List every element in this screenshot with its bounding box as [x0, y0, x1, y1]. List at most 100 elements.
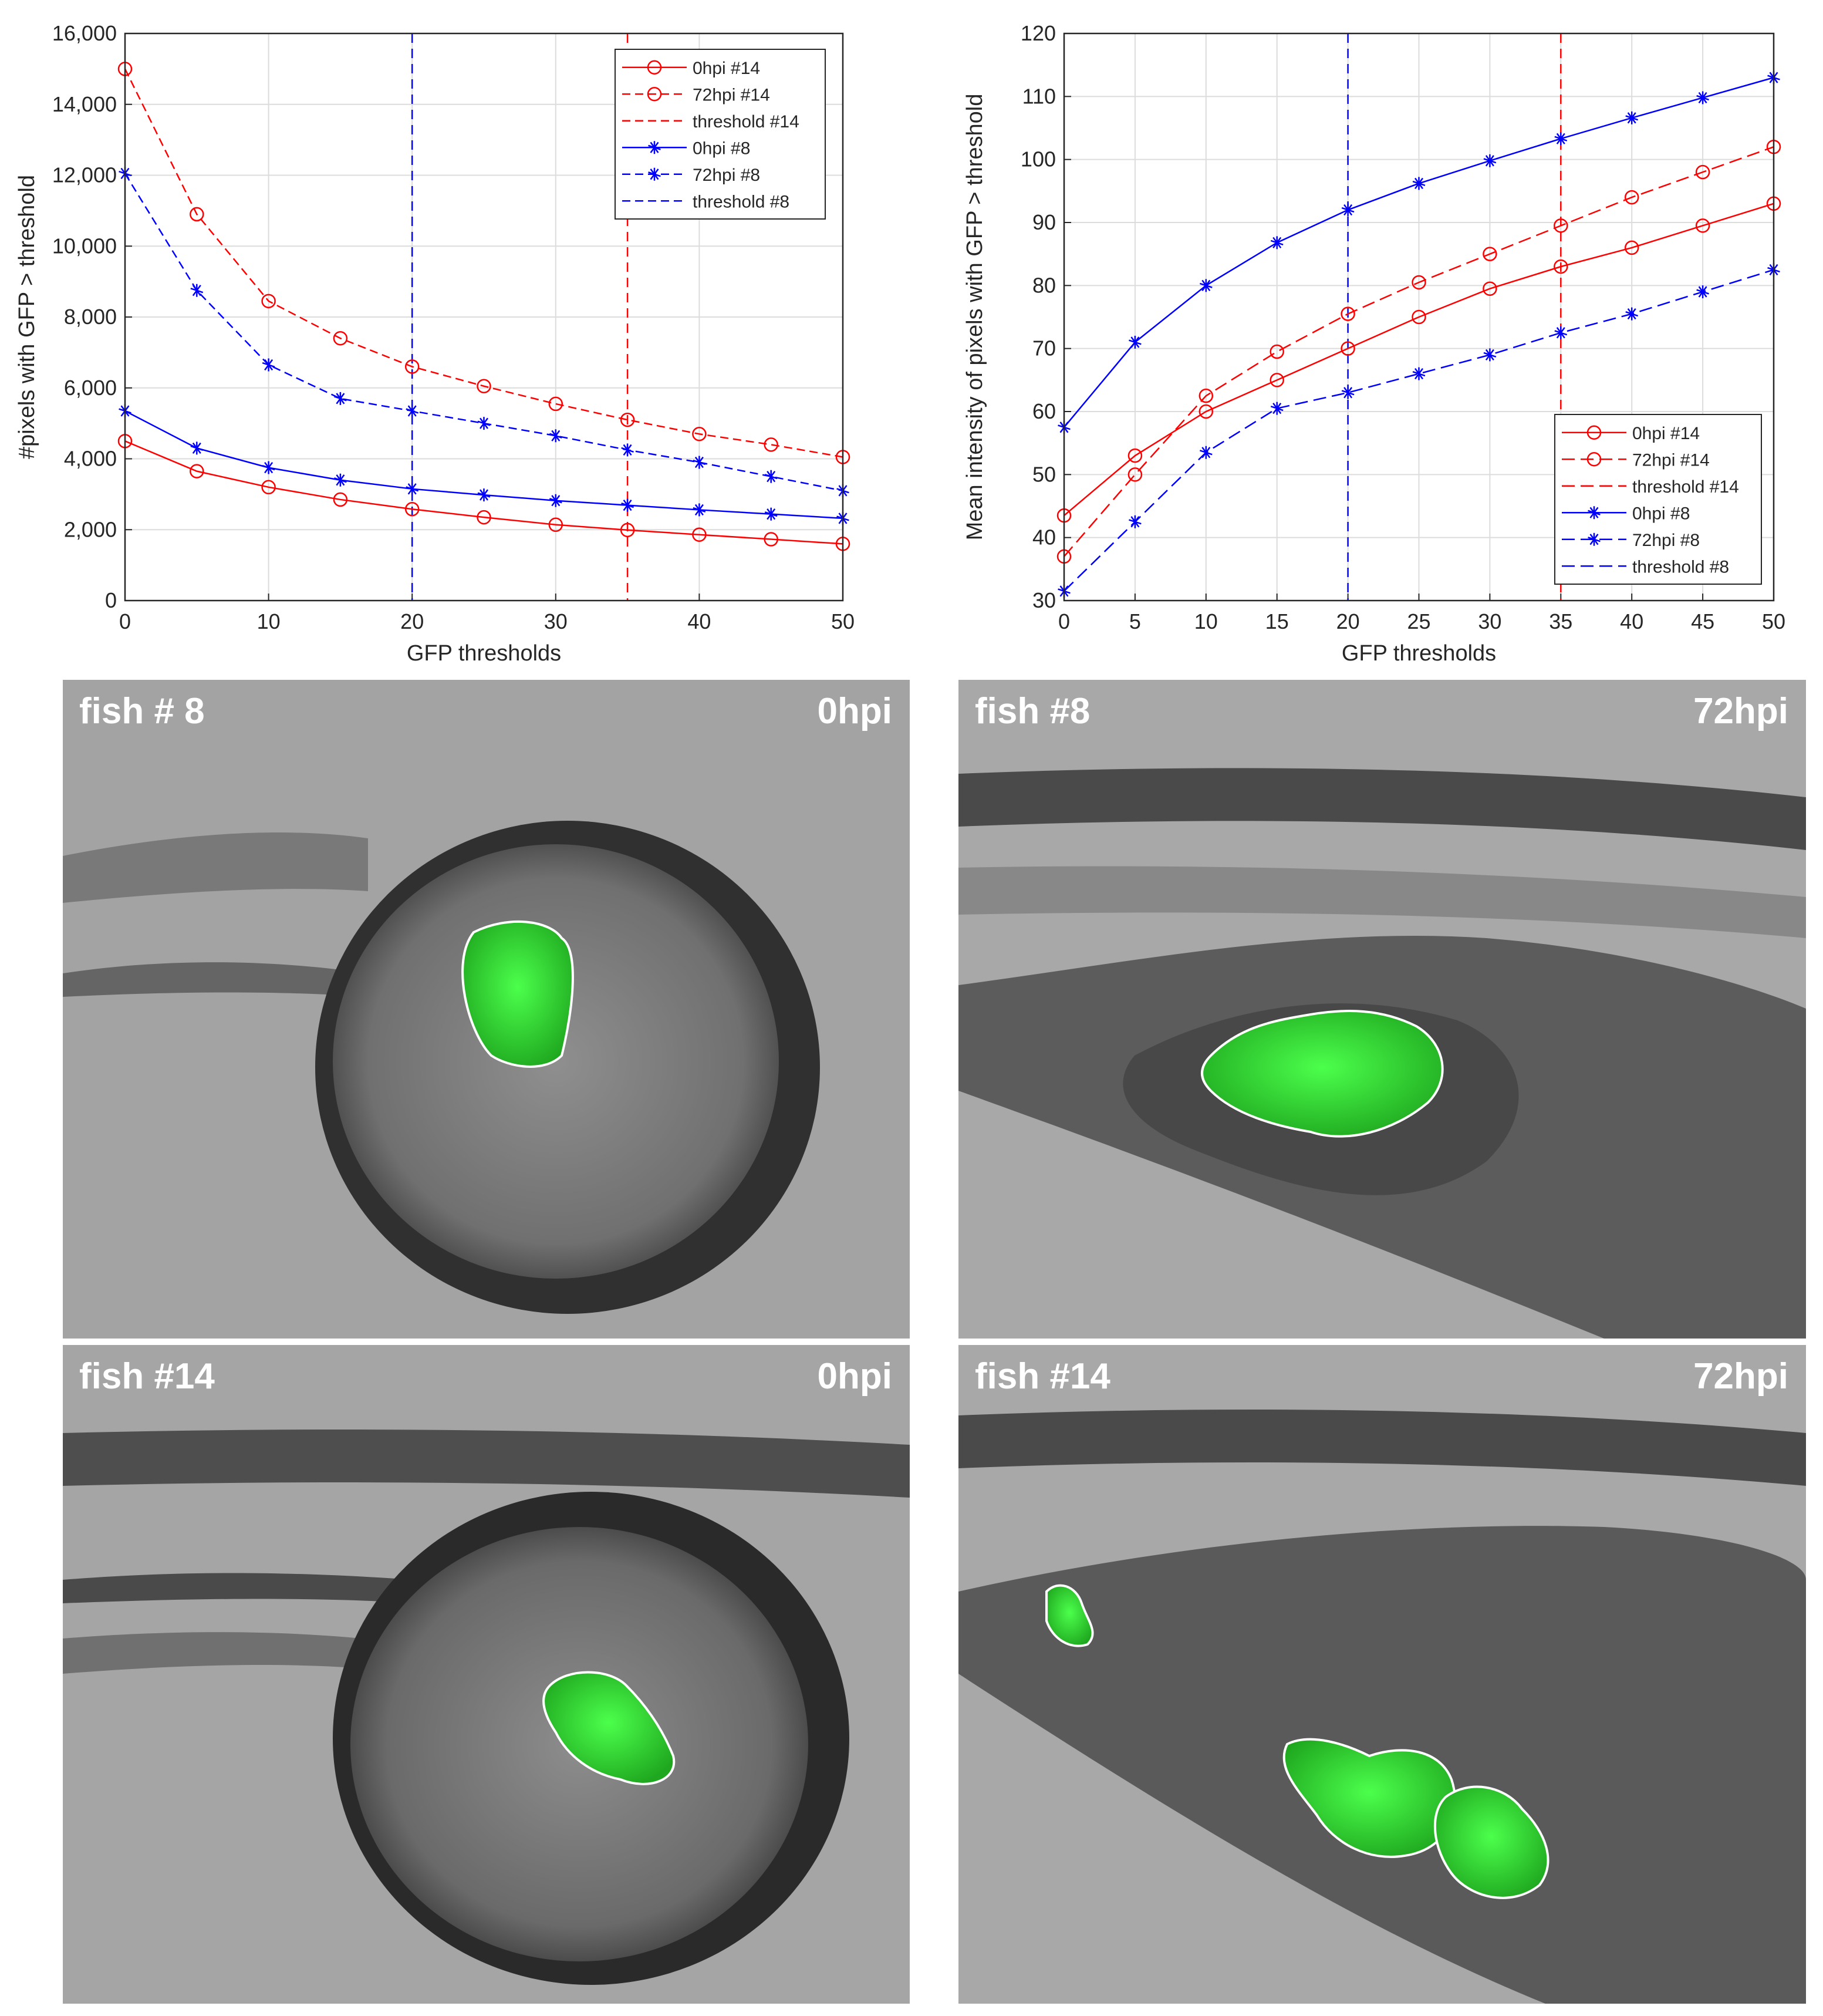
x-tick-label: 50: [831, 609, 855, 633]
data-point: [647, 87, 662, 102]
data-point-stroke: [650, 168, 659, 180]
data-point: [764, 532, 778, 547]
data-point-stroke: [1343, 387, 1353, 399]
data-point: [1129, 335, 1142, 349]
series-line: [124, 440, 843, 545]
data-point: [1625, 111, 1639, 124]
data-point: [1199, 446, 1213, 459]
y-tick-label: 100: [1021, 147, 1056, 171]
legend: 0hpi #14 72hpi #14 threshold #14 0hpi #8 72h…: [615, 49, 826, 220]
data-point-stroke: [767, 471, 776, 483]
x-axis-label: GFP thresholds: [407, 641, 561, 666]
data-point: [190, 464, 204, 478]
data-point: [548, 396, 563, 412]
data-point-stroke: [551, 495, 561, 507]
data-point: [334, 392, 347, 405]
data-point: [406, 482, 419, 495]
panel-time-label: 72hpi: [1693, 1356, 1788, 1397]
x-tick-label: 35: [1549, 609, 1572, 633]
data-point: [1554, 218, 1568, 233]
data-point: [190, 284, 204, 297]
data-point-stroke: [479, 489, 489, 501]
fish-image: [63, 1345, 910, 2004]
data-point: [1341, 386, 1355, 399]
data-point-stroke: [1414, 368, 1424, 380]
panel-time-label: 0hpi: [817, 691, 892, 731]
data-point-stroke: [1414, 177, 1424, 190]
panel-fish-label: fish # 8: [79, 691, 205, 731]
data-point: [620, 412, 635, 427]
data-point: [647, 60, 662, 75]
data-point: [261, 294, 276, 309]
x-tick-label: 20: [1336, 609, 1360, 633]
y-axis-label: Mean intensity of pixels with GFP > thre…: [963, 94, 987, 541]
data-point: [1412, 367, 1426, 380]
y-tick-label: 4,000: [64, 447, 117, 471]
data-point: [1341, 203, 1355, 217]
legend-label: threshold #14: [693, 112, 799, 132]
data-point: [1695, 218, 1710, 233]
y-tick-label: 6,000: [64, 376, 117, 400]
y-tick-label: 8,000: [64, 305, 117, 329]
data-point: [1483, 154, 1497, 167]
x-tick-label: 30: [1478, 609, 1501, 633]
data-point: [1483, 247, 1497, 261]
x-axis-label: GFP thresholds: [1342, 641, 1496, 666]
legend-label: 72hpi #8: [1632, 531, 1700, 550]
x-tick-label: 5: [1129, 609, 1141, 633]
fish-image: [958, 1345, 1806, 2004]
data-point: [692, 426, 707, 441]
data-point-stroke: [407, 405, 417, 417]
y-tick-label: 90: [1032, 210, 1056, 234]
data-point-stroke: [336, 474, 345, 486]
data-point: [1696, 91, 1709, 104]
data-point: [1554, 259, 1568, 274]
y-axis-label: #pixels with GFP > threshold: [15, 175, 39, 459]
panel-fish14-0hpi: fish #14 0hpi: [63, 1345, 910, 2004]
data-point-stroke: [694, 504, 704, 516]
data-point: [549, 494, 562, 507]
legend-label: 0hpi #8: [693, 139, 750, 158]
y-tick-label: 30: [1032, 588, 1056, 612]
x-tick-label: 10: [257, 609, 281, 633]
data-point: [1588, 532, 1601, 546]
data-point: [1270, 373, 1284, 387]
data-point: [333, 331, 348, 346]
data-point-stroke: [623, 499, 632, 511]
data-point: [1270, 402, 1284, 415]
y-tick-label: 2,000: [64, 517, 117, 541]
data-point: [693, 503, 706, 517]
y-tick-label: 60: [1032, 399, 1056, 423]
y-tick-label: 70: [1032, 336, 1056, 360]
y-tick-label: 40: [1032, 525, 1056, 549]
legend-label: 0hpi #14: [693, 59, 760, 78]
data-point-stroke: [1201, 279, 1211, 291]
legend-label: 72hpi #14: [1632, 450, 1710, 470]
x-tick-label: 40: [1620, 609, 1643, 633]
data-point-stroke: [407, 483, 417, 495]
data-point-stroke: [479, 417, 489, 429]
data-point-stroke: [1698, 92, 1707, 104]
data-point-stroke: [650, 141, 659, 153]
data-point: [333, 492, 348, 507]
data-point: [548, 517, 563, 532]
legend-label: threshold #8: [693, 192, 789, 211]
data-point: [764, 470, 778, 483]
legend: 0hpi #14 72hpi #14 threshold #14 0hpi #8 72h…: [1554, 414, 1762, 585]
data-point: [334, 473, 347, 487]
mean-intensity-chart: 0 5 10 15 20 25 30 35 40 45 50 30 40 50 60 70 80 90 100 110…: [963, 21, 1785, 666]
data-point-stroke: [767, 508, 776, 520]
legend-label: 0hpi #14: [1632, 424, 1700, 443]
data-point-stroke: [1272, 237, 1282, 248]
data-point-stroke: [1201, 447, 1211, 459]
data-point: [477, 379, 491, 393]
data-point: [190, 441, 204, 455]
data-point: [1270, 344, 1284, 359]
fish-image: [63, 680, 910, 1339]
data-point: [648, 141, 661, 154]
data-point: [1341, 306, 1355, 321]
panel-time-label: 72hpi: [1693, 691, 1788, 731]
x-tick-label: 15: [1265, 609, 1289, 633]
data-point: [1554, 326, 1568, 339]
data-point-stroke: [1589, 507, 1599, 518]
